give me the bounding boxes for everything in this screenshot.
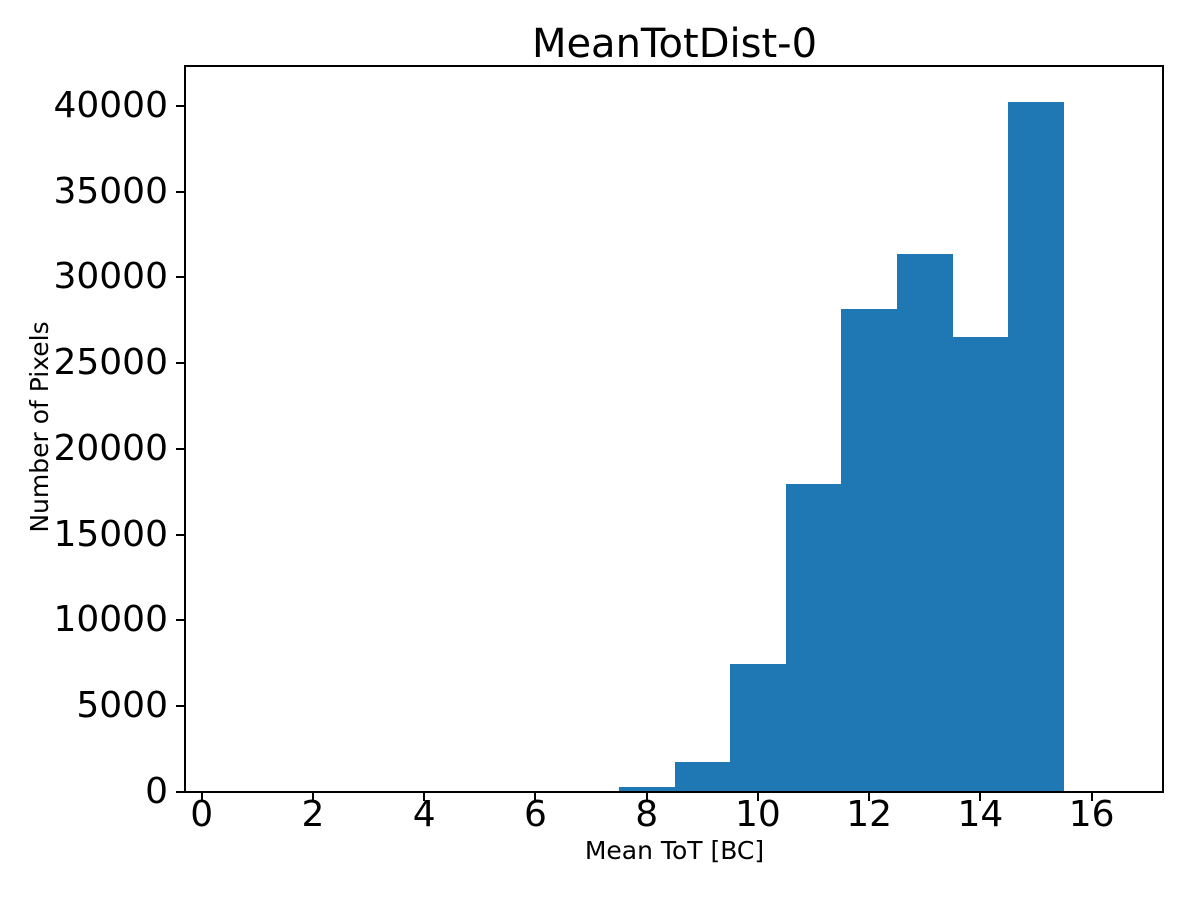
x-tick-label: 14 xyxy=(957,794,1004,835)
x-tick-mark xyxy=(979,792,982,801)
chart-title: MeanTotDist-0 xyxy=(531,21,818,67)
x-tick-label: 12 xyxy=(846,794,893,835)
x-tick-mark xyxy=(1090,792,1093,801)
x-axis-label: Mean ToT [BC] xyxy=(584,836,765,865)
y-tick-label: 0 xyxy=(145,771,168,812)
x-tick-label: 6 xyxy=(523,794,547,835)
x-tick-mark xyxy=(311,792,314,801)
x-tick-label: 16 xyxy=(1068,794,1115,835)
y-tick-mark xyxy=(176,533,185,536)
y-tick-label: 30000 xyxy=(53,256,168,298)
x-tick-label: 4 xyxy=(412,794,436,835)
histogram-bar xyxy=(952,336,1009,792)
y-tick-mark xyxy=(176,104,185,107)
histogram-bar xyxy=(730,663,786,792)
histogram-bar xyxy=(897,253,953,792)
x-tick-mark xyxy=(534,792,537,801)
x-tick-mark xyxy=(756,792,759,801)
x-tick-mark xyxy=(423,792,426,801)
y-tick-mark xyxy=(176,791,185,793)
histogram-bar xyxy=(785,483,842,792)
x-tick-mark xyxy=(200,792,203,801)
y-tick-label: 5000 xyxy=(76,685,168,727)
y-tick-mark xyxy=(176,619,185,622)
y-tick-label: 25000 xyxy=(53,342,168,384)
y-tick-mark xyxy=(176,447,185,450)
y-tick-mark xyxy=(176,276,185,279)
y-tick-label: 35000 xyxy=(53,170,168,212)
y-tick-label: 20000 xyxy=(53,427,168,469)
y-tick-mark xyxy=(176,190,185,193)
y-tick-mark xyxy=(176,705,185,708)
histogram-bar xyxy=(674,761,731,792)
x-tick-label: 10 xyxy=(735,794,781,835)
y-tick-mark xyxy=(176,362,185,365)
y-tick-label: 40000 xyxy=(53,84,168,126)
histogram-bar xyxy=(1008,102,1064,792)
x-tick-label: 8 xyxy=(635,794,659,835)
x-tick-label: 0 xyxy=(190,794,214,835)
histogram-bar xyxy=(841,309,897,792)
y-tick-label: 15000 xyxy=(53,513,168,555)
histogram-bar xyxy=(618,787,675,792)
x-tick-mark xyxy=(868,792,871,801)
y-tick-label: 10000 xyxy=(53,599,168,641)
x-tick-label: 2 xyxy=(301,794,325,835)
x-tick-mark xyxy=(645,792,648,801)
